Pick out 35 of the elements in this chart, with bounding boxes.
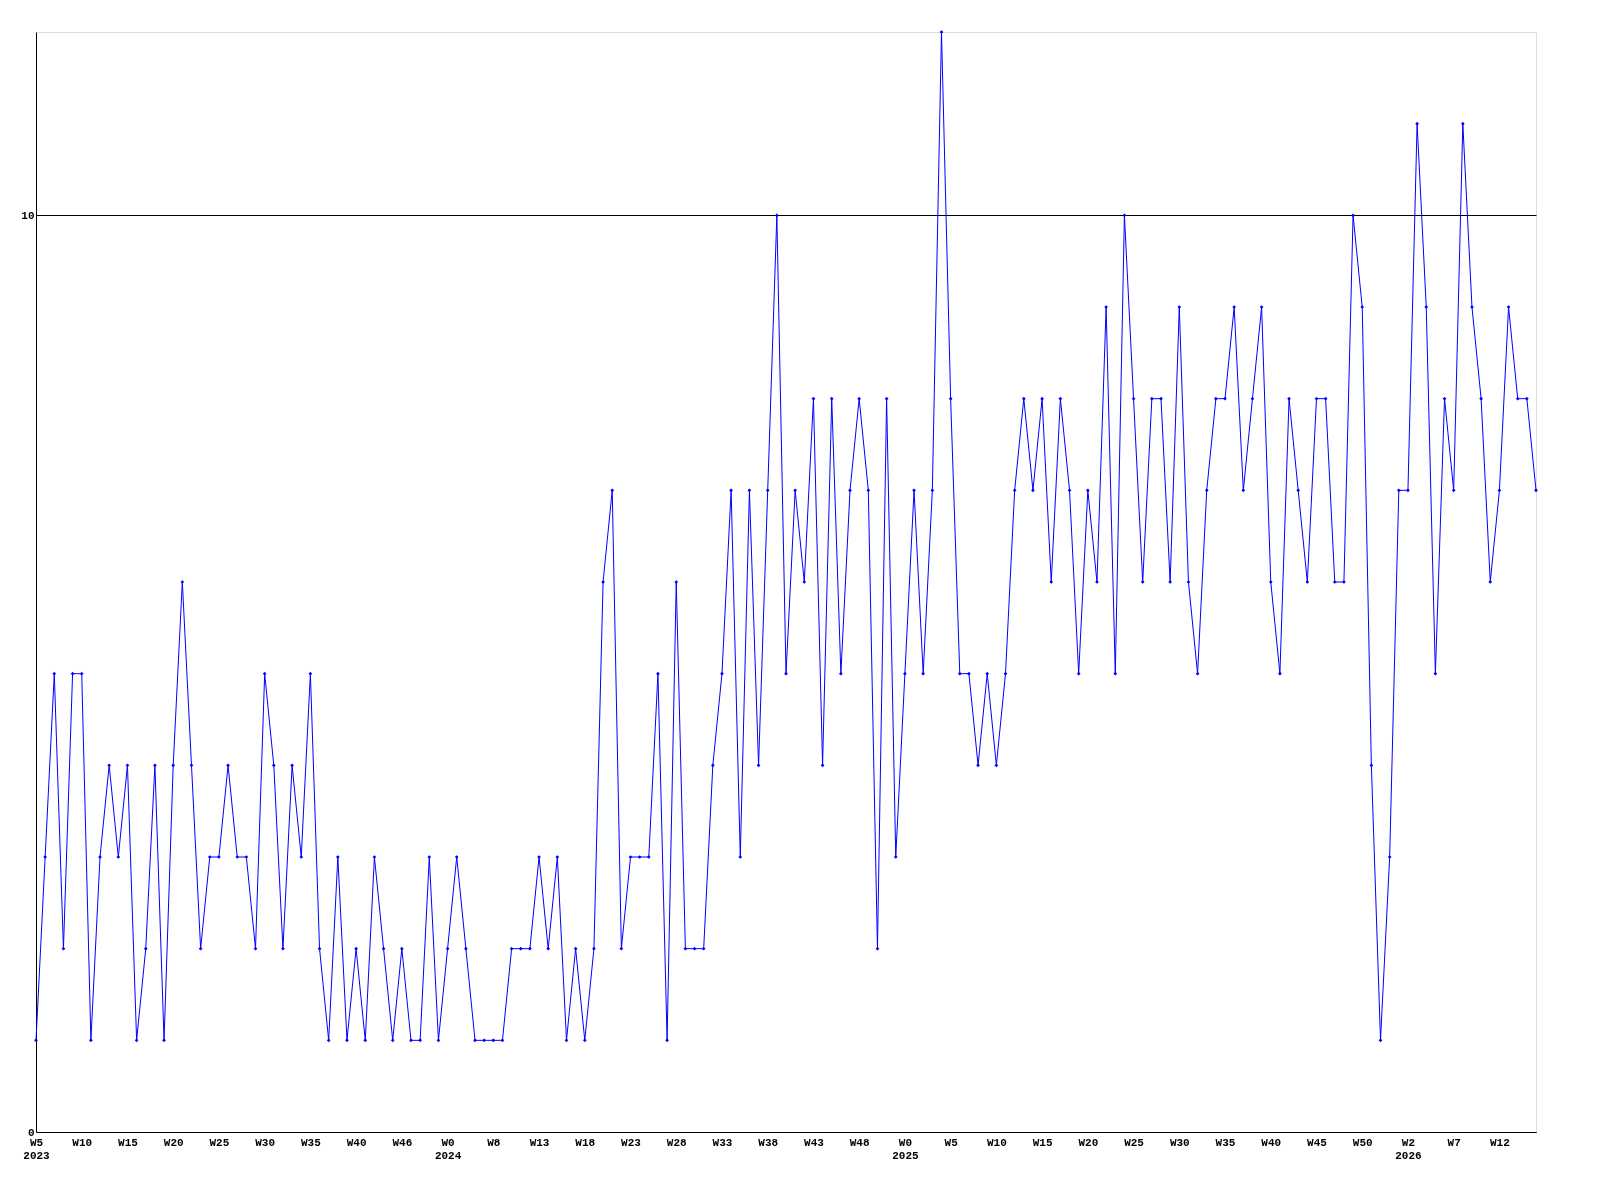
- x-tick-label: W46: [392, 1136, 413, 1149]
- x-tick-label: W30: [1169, 1136, 1190, 1149]
- x-tick-label: W5: [944, 1136, 959, 1149]
- x-tick-label: W10: [72, 1136, 93, 1149]
- x-tick-label: W48: [849, 1136, 870, 1149]
- x-tick-label: W35: [300, 1136, 322, 1149]
- x-tick-label: W8: [487, 1136, 501, 1149]
- x-tick-label: W12: [1490, 1136, 1510, 1149]
- x-tick-label: W23: [621, 1136, 642, 1149]
- x-tick-label: W7: [1447, 1136, 1461, 1149]
- x-tick-label: W0 2025: [892, 1136, 919, 1162]
- x-tick-label: W45: [1307, 1136, 1328, 1149]
- y-tick-label: 0: [27, 1126, 35, 1139]
- x-tick-label: W20: [1078, 1136, 1099, 1149]
- x-tick-label: W50: [1352, 1136, 1373, 1149]
- x-tick-label: W25: [209, 1136, 230, 1149]
- x-tick-label: W43: [804, 1136, 825, 1149]
- x-tick-label: W13: [529, 1136, 550, 1149]
- x-tick-label: W40: [346, 1136, 367, 1149]
- x-tick-label: W20: [163, 1136, 184, 1149]
- x-tick-label: W15: [1032, 1136, 1053, 1149]
- x-tick-label: W33: [712, 1136, 733, 1149]
- y-tick-label: 10: [21, 209, 35, 222]
- x-tick-label: W40: [1261, 1136, 1282, 1149]
- x-tick-label: W30: [255, 1136, 276, 1149]
- x-tick-label: W10: [986, 1136, 1007, 1149]
- x-tick-label: W0 2024: [434, 1136, 462, 1162]
- x-tick-label: W35: [1215, 1136, 1236, 1149]
- x-tick-label: W38: [758, 1136, 779, 1149]
- x-tick-label: W25: [1124, 1136, 1145, 1149]
- x-tick-label: W2 2026: [1395, 1136, 1422, 1162]
- x-tick-label: W5 2023: [23, 1136, 51, 1162]
- x-tick-label: W15: [118, 1136, 139, 1149]
- x-tick-label: W28: [666, 1136, 688, 1149]
- x-tick-label: W18: [575, 1136, 596, 1149]
